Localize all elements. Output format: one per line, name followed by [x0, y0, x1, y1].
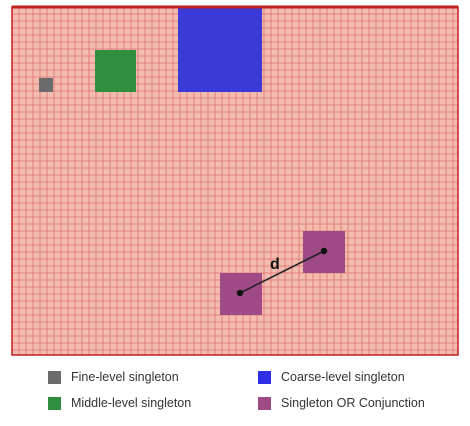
middle-level-singleton-square — [95, 50, 136, 92]
legend: Fine-level singleton Coarse-level single… — [0, 362, 470, 422]
legend-label-middle-level: Middle-level singleton — [71, 396, 192, 410]
legend-item-coarse-level: Coarse-level singleton — [258, 368, 405, 386]
legend-swatch-fine-level — [48, 370, 61, 384]
legend-label-singleton-or-conjunction: Singleton OR Conjunction — [281, 396, 425, 410]
legend-item-fine-level: Fine-level singleton — [48, 368, 179, 386]
legend-swatch-singleton-or-conjunction — [258, 396, 271, 410]
legend-item-middle-level: Middle-level singleton — [48, 394, 191, 412]
distance-endpoint-a — [320, 247, 328, 255]
legend-label-fine-level: Fine-level singleton — [71, 370, 179, 384]
legend-item-singleton-or-conjunction: Singleton OR Conjunction — [258, 394, 425, 412]
distance-endpoint-b — [236, 289, 244, 297]
legend-swatch-middle-level — [48, 396, 61, 410]
coarse-level-singleton-square — [178, 7, 262, 92]
distance-line — [239, 250, 325, 294]
legend-swatch-coarse-level — [258, 370, 271, 384]
legend-label-coarse-level: Coarse-level singleton — [281, 370, 405, 384]
distance-label: d — [270, 256, 280, 273]
fine-level-singleton-square — [39, 78, 53, 92]
